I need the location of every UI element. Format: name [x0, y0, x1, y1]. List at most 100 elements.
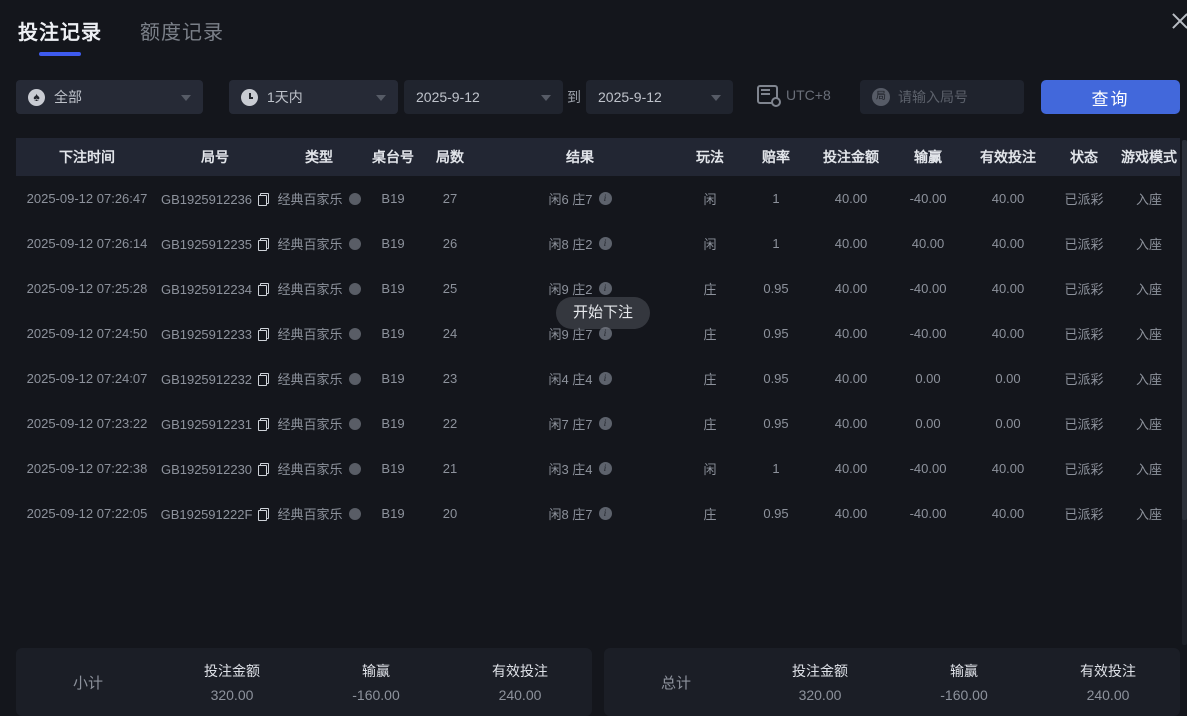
type-cell: 经典百家乐 [272, 266, 366, 311]
col-header-odds: 赔率 [740, 138, 812, 176]
total-title: 总计 [660, 674, 691, 692]
round-number-icon: 局 [872, 88, 890, 106]
copy-icon[interactable] [258, 462, 270, 476]
time-range-value: 1天内 [267, 89, 303, 105]
tab-bet-records[interactable]: 投注记录 [18, 16, 102, 56]
winloss-cell: -40.00 [909, 191, 947, 206]
valid-bet-cell: 40.00 [991, 326, 1025, 341]
play-cell: 庄 [703, 282, 717, 297]
copy-icon[interactable] [258, 417, 270, 431]
close-icon[interactable] [1167, 8, 1187, 34]
table-no-cell: B19 [381, 191, 405, 206]
col-header-result: 结果 [480, 138, 680, 176]
game-type-dropdown[interactable]: ♠ 全部 [16, 80, 203, 114]
copy-icon[interactable] [258, 507, 270, 521]
total-bet-group: 投注金额 320.00 [792, 663, 848, 703]
result-info-icon[interactable]: i [598, 417, 612, 430]
result-info-icon[interactable]: i [598, 462, 612, 475]
bet-time-cell: 2025-09-12 07:22:38 [26, 461, 148, 476]
result-info-icon[interactable]: i [598, 237, 612, 250]
round-no-cell: 20 [442, 506, 458, 521]
game-mode-cell: 入座 [1135, 462, 1162, 477]
status-cell: 已派彩 [1064, 462, 1104, 477]
table-body: 2025-09-12 07:26:47 GB1925912236 经典百家乐 B… [16, 176, 1180, 536]
col-header-table-no: 桌台号 [366, 138, 420, 176]
result-cell: 闲6 庄7 i [480, 176, 680, 221]
round-id-cell: GB1925912236 [158, 176, 272, 221]
total-valid-group: 有效投注 240.00 [1080, 663, 1136, 703]
table-no-cell: B19 [381, 416, 405, 431]
status-cell: 已派彩 [1064, 237, 1104, 252]
winloss-cell: 0.00 [915, 416, 941, 431]
tab-bar: 投注记录 额度记录 [18, 16, 224, 56]
query-button[interactable]: 查询 [1041, 80, 1180, 114]
round-id-cell: GB1925912231 [158, 401, 272, 446]
copy-icon[interactable] [258, 327, 270, 341]
chevron-down-icon [376, 95, 386, 101]
game-type-dot-icon [348, 192, 361, 205]
type-cell: 经典百家乐 [272, 491, 366, 536]
result-info-icon[interactable]: i [598, 282, 612, 295]
odds-cell: 0.95 [763, 506, 789, 521]
copy-icon[interactable] [258, 282, 270, 296]
bet-amount-cell: 40.00 [834, 506, 868, 521]
table-row: 2025-09-12 07:22:38 GB1925912230 经典百家乐 B… [16, 446, 1180, 491]
odds-cell: 0.95 [763, 416, 789, 431]
round-no-cell: 22 [442, 416, 458, 431]
date-to-value: 2025-9-12 [598, 89, 662, 105]
type-cell: 经典百家乐 [272, 221, 366, 266]
odds-cell: 0.95 [763, 326, 789, 341]
game-type-dot-icon [348, 507, 361, 520]
date-to-select[interactable]: 2025-9-12 [586, 80, 733, 114]
tab-quota-records-label: 额度记录 [140, 22, 224, 44]
bet-amount-cell: 40.00 [834, 191, 868, 206]
tab-quota-records[interactable]: 额度记录 [140, 16, 224, 56]
table-row: 2025-09-12 07:23:22 GB1925912231 经典百家乐 B… [16, 401, 1180, 446]
result-cell: 闲9 庄2 i [480, 266, 680, 311]
game-mode-cell: 入座 [1135, 237, 1162, 252]
type-cell: 经典百家乐 [272, 176, 366, 221]
time-range-dropdown[interactable]: 1天内 [229, 80, 398, 114]
subtotal-valid-group: 有效投注 240.00 [492, 663, 548, 703]
date-from-select[interactable]: 2025-9-12 [404, 80, 563, 114]
type-cell: 经典百家乐 [272, 446, 366, 491]
valid-bet-cell: 40.00 [991, 461, 1025, 476]
round-no-cell: 27 [442, 191, 458, 206]
col-header-play: 玩法 [680, 138, 740, 176]
result-cell: 闲4 庄4 i [480, 356, 680, 401]
scrollbar-thumb[interactable] [1182, 140, 1187, 520]
scrollbar[interactable] [1182, 140, 1187, 645]
game-type-value: 全部 [54, 89, 82, 105]
round-id-cell: GB1925912233 [158, 311, 272, 356]
game-type-dot-icon [348, 417, 361, 430]
copy-icon[interactable] [258, 372, 270, 386]
winloss-cell: -40.00 [909, 326, 947, 341]
round-no-cell: 26 [442, 236, 458, 251]
game-type-dot-icon [348, 327, 361, 340]
col-header-bet-time: 下注时间 [16, 138, 158, 176]
round-search-input[interactable] [898, 89, 1012, 105]
copy-icon[interactable] [258, 237, 270, 251]
game-type-dot-icon [348, 462, 361, 475]
bet-records-table: 下注时间 局号 类型 桌台号 局数 结果 玩法 赔率 投注金额 输赢 有效投注 … [16, 138, 1180, 536]
round-no-cell: 23 [442, 371, 458, 386]
game-mode-cell: 入座 [1135, 417, 1162, 432]
result-info-icon[interactable]: i [598, 372, 612, 385]
game-type-dot-icon [348, 282, 361, 295]
table-row: 2025-09-12 07:22:05 GB192591222F 经典百家乐 B… [16, 491, 1180, 536]
result-info-icon[interactable]: i [598, 327, 612, 340]
winloss-cell: 40.00 [911, 236, 945, 251]
type-cell: 经典百家乐 [272, 356, 366, 401]
round-no-cell: 25 [442, 281, 458, 296]
result-info-icon[interactable]: i [598, 192, 612, 205]
bet-amount-cell: 40.00 [834, 236, 868, 251]
round-id-cell: GB1925912234 [158, 266, 272, 311]
odds-cell: 0.95 [763, 281, 789, 296]
copy-icon[interactable] [258, 192, 270, 206]
type-cell: 经典百家乐 [272, 311, 366, 356]
round-search-field[interactable]: 局 [860, 80, 1024, 114]
col-header-status: 状态 [1050, 138, 1118, 176]
result-info-icon[interactable]: i [598, 507, 612, 520]
bet-amount-cell: 40.00 [834, 416, 868, 431]
table-row: 2025-09-12 07:24:50 GB1925912233 经典百家乐 B… [16, 311, 1180, 356]
